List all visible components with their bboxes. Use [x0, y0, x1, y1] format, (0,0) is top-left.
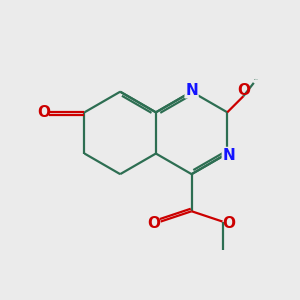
Text: methyl: methyl	[254, 79, 259, 80]
Text: N: N	[222, 148, 235, 163]
Text: N: N	[185, 83, 198, 98]
Text: O: O	[38, 105, 51, 120]
Text: O: O	[223, 215, 236, 230]
Text: O: O	[148, 215, 161, 230]
Text: O: O	[238, 83, 250, 98]
